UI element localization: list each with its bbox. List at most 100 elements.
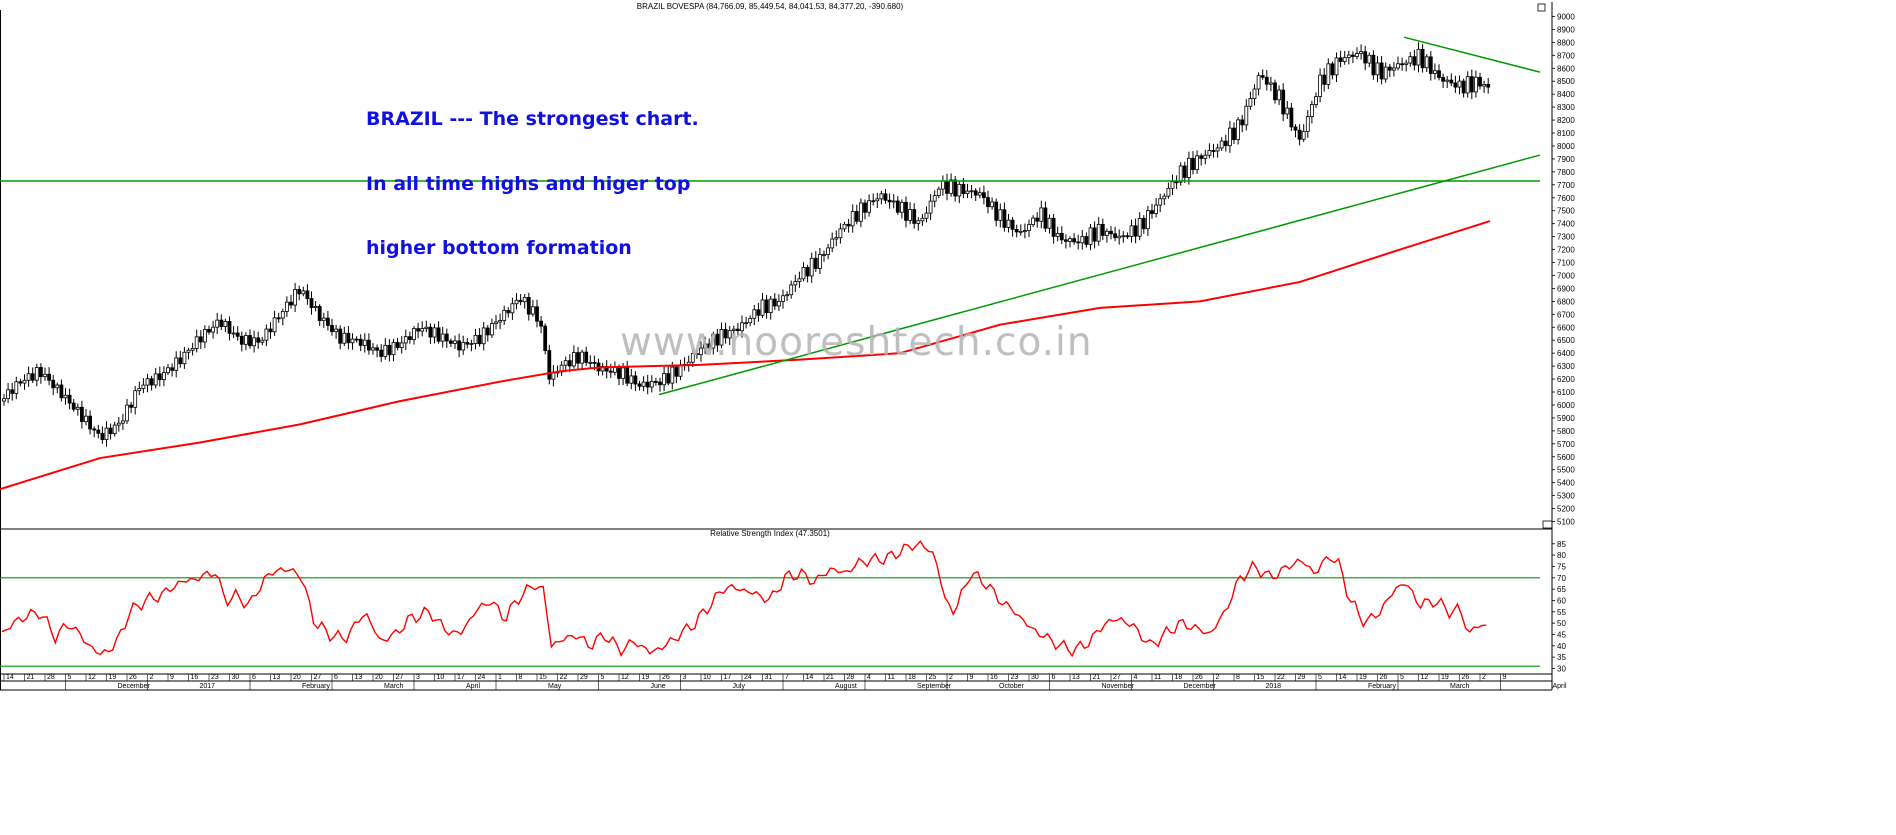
candle-body	[1334, 57, 1339, 76]
candle-body	[768, 298, 773, 314]
candle-body	[617, 367, 621, 379]
candle-body	[1096, 223, 1101, 242]
candle-body	[469, 343, 474, 345]
price-y-tick-label: 7700	[1557, 181, 1575, 190]
candle-body	[1105, 230, 1109, 236]
candle-body	[908, 209, 912, 221]
x-day-label: 27	[1113, 674, 1121, 681]
candle-body	[982, 192, 986, 198]
candle-body	[654, 381, 658, 383]
candle-body	[67, 394, 72, 404]
x-day-label: 21	[826, 674, 834, 681]
candle-body	[248, 335, 252, 347]
x-day-label: 31	[765, 674, 773, 681]
candle-body	[34, 367, 39, 381]
candle-body	[6, 389, 10, 400]
x-day-label: 6	[252, 674, 256, 681]
price-y-tick-label: 5600	[1557, 453, 1575, 462]
candle-body	[1314, 96, 1318, 105]
candle-body	[871, 200, 876, 203]
price-y-tick-label: 7900	[1557, 155, 1575, 164]
candle-body	[485, 327, 490, 336]
x-day-label: 4	[867, 674, 871, 681]
candle-body	[834, 237, 839, 240]
x-day-label: 13	[355, 674, 363, 681]
candle-body	[317, 306, 322, 322]
candle-body	[30, 373, 35, 381]
candle-body	[1146, 210, 1150, 230]
candle-body	[47, 373, 51, 381]
candle-body	[342, 332, 347, 344]
candle-body	[1199, 155, 1204, 159]
candle-body	[1248, 98, 1253, 107]
candle-body	[715, 333, 720, 346]
candle-body	[1408, 56, 1413, 64]
price-y-tick-label: 8300	[1557, 103, 1575, 112]
candle-body	[723, 329, 728, 339]
candle-body	[1068, 238, 1072, 242]
x-day-label: 26	[129, 674, 137, 681]
candle-body	[1047, 217, 1052, 229]
candle-body	[1035, 217, 1040, 222]
candle-body	[826, 247, 830, 255]
candle-body	[895, 200, 900, 213]
candle-body	[526, 297, 531, 315]
candle-body	[346, 332, 351, 344]
candle-body	[1474, 76, 1478, 93]
candle-body	[977, 192, 982, 196]
candle-body	[1059, 232, 1064, 241]
candle-body	[1264, 76, 1269, 85]
candle-body	[223, 321, 228, 327]
candle-body	[1453, 82, 1458, 88]
price-y-tick-label: 7400	[1557, 220, 1575, 229]
candle-body	[764, 299, 769, 314]
candle-body	[43, 373, 47, 378]
candle-body	[850, 211, 855, 227]
candle-body	[756, 309, 761, 316]
candle-body	[986, 197, 990, 208]
candle-body	[1072, 238, 1076, 243]
candle-body	[26, 373, 31, 381]
candle-body	[305, 290, 310, 299]
candle-body	[670, 366, 675, 384]
candle-body	[592, 362, 597, 364]
candle-body	[161, 372, 166, 381]
candle-body	[448, 340, 453, 344]
candle-body	[994, 201, 999, 221]
x-month-label: March	[1450, 683, 1470, 690]
candle-body	[420, 328, 425, 332]
price-y-tick-label: 6200	[1557, 375, 1575, 384]
candle-body	[207, 329, 211, 333]
candle-body	[1289, 107, 1294, 128]
candle-body	[280, 310, 285, 319]
candle-body	[1187, 157, 1191, 178]
candle-body	[481, 327, 486, 345]
candle-body	[613, 367, 617, 373]
candle-body	[629, 375, 634, 384]
x-month-label: April	[466, 683, 480, 690]
price-y-tick-label: 8700	[1557, 51, 1575, 60]
x-day-label: 12	[621, 674, 629, 681]
candle-body	[588, 362, 593, 364]
candle-body	[707, 343, 712, 349]
candle-body	[1150, 210, 1154, 214]
rsi-line	[1, 540, 1487, 658]
candle-body	[1018, 230, 1023, 233]
x-day-label: 26	[662, 674, 670, 681]
candle-body	[1486, 83, 1491, 88]
candle-body	[945, 180, 949, 194]
candle-body	[1387, 66, 1392, 71]
price-y-tick-label: 5100	[1557, 518, 1575, 527]
candle-body	[772, 298, 777, 307]
candle-body	[1027, 224, 1031, 232]
candle-body	[1318, 74, 1322, 97]
candle-body	[1158, 198, 1163, 206]
candle-body	[2, 398, 6, 402]
candle-body	[637, 383, 642, 387]
candle-body	[531, 306, 535, 315]
candle-body	[260, 339, 265, 343]
candle-body	[678, 365, 683, 377]
candle-body	[489, 323, 494, 336]
candle-body	[157, 373, 162, 381]
x-day-label: 14	[1339, 674, 1347, 681]
